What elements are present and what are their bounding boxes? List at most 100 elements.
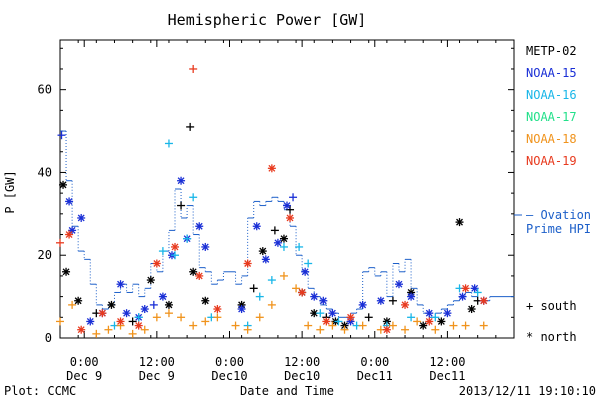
marker-stroke xyxy=(377,297,385,305)
noaa-18-south-point xyxy=(316,325,325,334)
noaa-19-north-point xyxy=(382,325,391,334)
noaa-15-north-point xyxy=(407,292,416,301)
metp-02-north-point xyxy=(74,296,83,305)
noaa-15-north-point xyxy=(252,222,261,231)
legend-entry-noaa-15: NOAA-15 xyxy=(526,66,577,80)
metp-02-south-point xyxy=(177,201,186,210)
legend-entry-noaa-18: NOAA-18 xyxy=(526,132,577,146)
noaa-16-south-point xyxy=(158,247,167,256)
plot-frame xyxy=(59,39,515,339)
legend-entry-metp-02: METP-02 xyxy=(526,44,577,58)
marker-stroke xyxy=(425,317,433,325)
metp-02-north-point xyxy=(201,296,210,305)
noaa-18-south-point xyxy=(92,329,101,338)
metp-02-north-point xyxy=(279,234,288,243)
noaa-18-south-point xyxy=(413,317,422,326)
noaa-15-north-point xyxy=(273,238,282,247)
noaa-19-north-point xyxy=(77,325,86,334)
marker-stroke xyxy=(98,309,106,317)
noaa-15-north-point xyxy=(195,222,204,231)
metp-02-north-point xyxy=(258,247,267,256)
x-tick-time: 0:00 xyxy=(215,355,244,369)
marker-stroke xyxy=(65,231,73,238)
x-tick-time: 12:00 xyxy=(139,355,175,369)
noaa-16-south-point xyxy=(134,313,143,322)
marker-stroke xyxy=(443,309,451,317)
marker-stroke xyxy=(262,255,270,263)
marker-stroke xyxy=(117,280,124,288)
noaa-19-south-point xyxy=(56,238,64,247)
data-markers xyxy=(56,64,488,338)
marker-stroke xyxy=(310,293,318,301)
noaa-15-north-point xyxy=(301,267,310,276)
marker-stroke xyxy=(77,326,85,334)
marker-stroke xyxy=(425,309,433,317)
noaa-19-north-point xyxy=(346,313,355,322)
noaa-18-south-point xyxy=(267,300,276,309)
noaa-19-north-point xyxy=(213,305,222,314)
x-tick-time: 0:00 xyxy=(70,355,99,369)
metp-02-north-point xyxy=(164,300,173,309)
noaa-19-north-point xyxy=(171,242,180,251)
x-axis-label: Date and Time xyxy=(240,384,334,398)
metp-02-north-point xyxy=(382,317,391,326)
x-tick-date: Dec10 xyxy=(211,369,247,383)
metp-02-south-point xyxy=(128,317,137,326)
marker-stroke xyxy=(171,243,179,251)
metp-02-north-point xyxy=(107,300,116,309)
y-tick-label: 20 xyxy=(38,248,52,262)
noaa-19-north-point xyxy=(98,309,107,318)
marker-stroke xyxy=(462,284,470,292)
noaa-18-south-point xyxy=(358,321,367,330)
legend-entry-noaa-17: NOAA-17 xyxy=(526,110,577,124)
marker-stroke xyxy=(68,226,76,234)
noaa-15-south-point xyxy=(289,193,298,202)
marker-stroke xyxy=(141,305,149,313)
metp-02-north-point xyxy=(189,267,198,276)
noaa-18-south-point xyxy=(340,325,349,334)
noaa-19-north-point xyxy=(286,213,295,222)
metp-02-north-point xyxy=(62,267,71,276)
noaa-16-south-point xyxy=(267,276,276,285)
noaa-19-north-point xyxy=(322,317,331,326)
noaa-18-south-point xyxy=(304,321,313,330)
marker-stroke xyxy=(77,214,85,222)
marker-stroke xyxy=(86,317,94,325)
marker-stroke xyxy=(459,293,467,301)
noaa-16-south-point xyxy=(316,309,325,318)
noaa-15-north-point xyxy=(65,197,74,206)
marker-stroke xyxy=(244,260,252,267)
x-tick-date: Dec 9 xyxy=(66,369,102,383)
y-axis-label: P [GW] xyxy=(3,170,17,213)
noaa-19-north-point xyxy=(461,284,470,293)
marker-stroke xyxy=(238,305,246,313)
noaa-16-south-point xyxy=(407,313,416,322)
noaa-18-south-point xyxy=(292,284,301,293)
marker-stroke xyxy=(471,284,479,292)
marker-stroke xyxy=(195,222,203,230)
noaa-15-north-point xyxy=(177,176,186,185)
legend-model-label-line2: Prime HPI xyxy=(526,222,591,236)
plot-credit: Plot: CCMC xyxy=(4,384,76,398)
marker-stroke xyxy=(383,326,391,334)
y-tick-label: 40 xyxy=(38,165,52,179)
ovation-prime-line xyxy=(60,130,514,318)
noaa-18-south-point xyxy=(164,309,173,318)
noaa-15-north-point xyxy=(319,296,328,305)
noaa-18-south-point xyxy=(328,321,337,330)
metp-02-north-point xyxy=(437,317,446,326)
marker-stroke xyxy=(59,181,67,189)
marker-stroke xyxy=(359,301,367,309)
noaa-18-south-point xyxy=(68,300,77,309)
noaa-18-south-point xyxy=(140,325,149,334)
noaa-16-south-point xyxy=(171,251,180,260)
noaa-19-north-point xyxy=(298,288,307,297)
noaa-16-south-point xyxy=(304,259,313,268)
legend-entry-noaa-16: NOAA-16 xyxy=(526,88,577,102)
noaa-16-south-point xyxy=(164,139,173,148)
marker-stroke xyxy=(153,260,161,267)
noaa-16-south-point xyxy=(473,288,482,297)
chart-title: Hemispheric Power [GW] xyxy=(168,11,367,29)
noaa-15-north-point xyxy=(425,309,434,318)
